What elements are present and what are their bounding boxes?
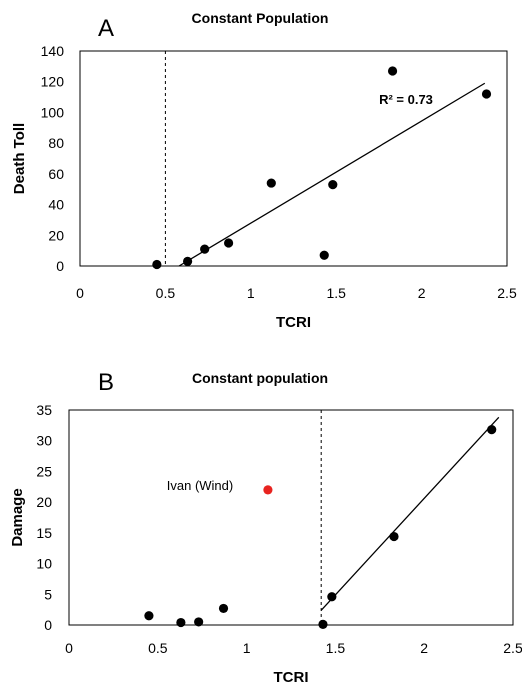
x-axis-title: TCRI bbox=[274, 669, 309, 686]
panel-letter: A bbox=[98, 15, 114, 42]
data-point bbox=[266, 178, 276, 188]
y-tick-label: 25 bbox=[36, 463, 52, 479]
data-point bbox=[327, 592, 337, 602]
y-tick-label: 140 bbox=[41, 43, 65, 59]
trend-line bbox=[320, 416, 500, 611]
y-tick-label: 15 bbox=[36, 525, 52, 541]
data-point bbox=[481, 89, 492, 99]
x-tick-label: 2.5 bbox=[497, 285, 517, 301]
highlight-point bbox=[263, 485, 273, 495]
y-axis-title: Damage bbox=[9, 488, 26, 546]
y-tick-label: 0 bbox=[56, 258, 64, 274]
data-point bbox=[328, 180, 338, 190]
x-tick-label: 2 bbox=[420, 640, 428, 656]
x-tick-label: 0 bbox=[76, 285, 84, 301]
r-squared-annotation: R² = 0.73 bbox=[379, 92, 433, 107]
data-point bbox=[223, 238, 234, 248]
y-tick-label: 120 bbox=[41, 74, 65, 90]
y-tick-label: 20 bbox=[48, 227, 64, 243]
data-point bbox=[144, 611, 154, 621]
x-tick-label: 2 bbox=[418, 285, 426, 301]
x-axis-title: TCRI bbox=[276, 314, 311, 331]
data-point bbox=[487, 425, 497, 435]
chart-title: Constant population bbox=[192, 370, 328, 386]
x-tick-label: 1 bbox=[243, 640, 251, 656]
x-tick-label: 2.5 bbox=[503, 640, 522, 656]
data-point bbox=[200, 244, 210, 254]
data-point bbox=[176, 617, 186, 628]
y-tick-label: 80 bbox=[48, 135, 64, 151]
x-tick-label: 0 bbox=[65, 640, 73, 656]
data-point bbox=[183, 256, 193, 266]
data-point bbox=[319, 250, 329, 260]
highlight-label: Ivan (Wind) bbox=[167, 478, 233, 493]
y-tick-label: 60 bbox=[48, 166, 64, 182]
y-tick-label: 10 bbox=[36, 556, 52, 572]
plot-frame bbox=[68, 409, 514, 626]
y-tick-label: 0 bbox=[44, 617, 52, 633]
data-point bbox=[387, 66, 398, 76]
plot-frame bbox=[79, 50, 508, 267]
x-tick-label: 0.5 bbox=[148, 640, 168, 656]
y-tick-label: 100 bbox=[41, 104, 65, 120]
panel-letter: B bbox=[98, 369, 114, 396]
y-tick-label: 20 bbox=[36, 494, 52, 510]
y-tick-label: 40 bbox=[48, 197, 64, 213]
x-tick-label: 1.5 bbox=[326, 285, 346, 301]
data-point bbox=[318, 619, 328, 629]
y-tick-label: 30 bbox=[36, 433, 52, 449]
y-tick-label: 35 bbox=[36, 402, 52, 418]
data-point bbox=[218, 603, 229, 614]
trend-line bbox=[178, 82, 486, 267]
x-tick-label: 1 bbox=[247, 285, 255, 301]
data-point bbox=[152, 259, 162, 270]
chart-panel-a: A Constant Population 0 0.5 1 1.5 2 2.5 0 20 40 60 8… bbox=[11, 10, 517, 331]
y-axis-title: Death Toll bbox=[11, 123, 28, 194]
x-tick-label: 1.5 bbox=[326, 640, 346, 656]
chart-title: Constant Population bbox=[192, 10, 329, 26]
data-point bbox=[194, 617, 204, 627]
data-point bbox=[389, 531, 399, 542]
chart-panel-b: B Constant population 0 0.5 1 1.5 2 2.5 0 5 10 15 20… bbox=[9, 369, 522, 686]
x-tick-label: 0.5 bbox=[156, 285, 176, 301]
y-tick-label: 5 bbox=[44, 586, 52, 602]
